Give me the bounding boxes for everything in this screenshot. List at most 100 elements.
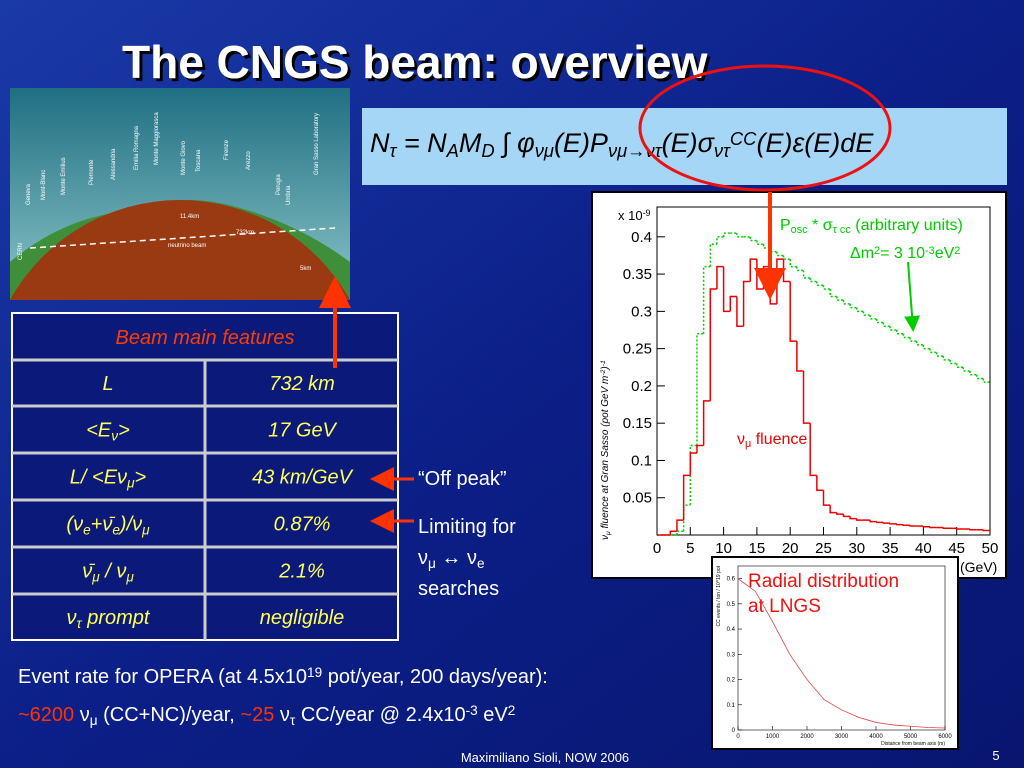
y-tick-label: 0.1: [631, 452, 652, 469]
histogram-bin: [982, 378, 990, 383]
plot-caption: at LNGS: [748, 596, 821, 617]
table-cell: ν̄μ / νμ: [82, 561, 134, 585]
y-tick-label: 0.25: [623, 341, 652, 358]
text-segment: (E)σ: [662, 128, 716, 158]
x-tick-label: 1000: [766, 734, 780, 740]
y-tick-label: 0.2: [727, 678, 736, 684]
histogram-bin: [889, 523, 897, 525]
text-segment: pot/year, 200 days/year):: [322, 666, 548, 688]
x-tick-label: 45: [948, 540, 965, 557]
text-segment: ν: [274, 704, 290, 726]
text-segment: ν: [737, 431, 745, 448]
text-segment: τ: [390, 140, 398, 161]
histogram-bin: [729, 295, 737, 312]
text-segment: ~25: [240, 704, 274, 726]
text-segment: ν: [418, 547, 428, 569]
event-rate: Event rate for OPERA (at 4.5x1019 pot/ye…: [18, 665, 548, 727]
text-segment: -9: [643, 208, 651, 218]
legend-label: Posc * στ cc (arbitrary units): [780, 217, 963, 236]
y-tick-label: 0.2: [631, 378, 652, 395]
histogram-bin: [822, 285, 831, 290]
text-segment: prompt: [82, 607, 151, 629]
map-label: Alessandria: [111, 148, 117, 180]
text-segment: e: [112, 522, 120, 537]
text-segment: CC: [730, 128, 757, 149]
table-cell: negligible: [260, 607, 345, 629]
histogram-bin: [969, 529, 977, 531]
histogram-bin: [889, 326, 897, 331]
histogram-bin: [736, 233, 744, 238]
text-segment: ν: [74, 704, 90, 726]
table-cell: 17 GeV: [268, 420, 337, 442]
histogram-bin: [902, 524, 911, 527]
event-rate-line: Event rate for OPERA (at 4.5x1019 pot/ye…: [18, 665, 548, 688]
x-tick-label: 35: [882, 540, 899, 557]
histogram-bin: [789, 281, 797, 342]
table-cell: L: [102, 373, 113, 395]
histogram-bin: [896, 523, 904, 526]
x-tick-label: 50: [982, 540, 999, 557]
text-segment: 43 km/GeV: [252, 467, 354, 489]
text-segment: * σ: [808, 217, 833, 234]
text-segment: τ: [77, 616, 83, 631]
text-segment: = 3 10: [880, 245, 925, 262]
text-segment: μ: [745, 438, 751, 450]
histogram-bin: [882, 522, 891, 524]
x-tick-label: 20: [782, 540, 799, 557]
text-segment: Δm: [850, 245, 874, 262]
histogram-bin: [776, 251, 784, 257]
text-segment: )/ν: [118, 514, 142, 536]
map-label: Firenze: [224, 139, 230, 160]
text-segment: (CC+NC)/year,: [98, 704, 241, 726]
text-segment: >: [135, 467, 147, 489]
histogram-bin: [975, 374, 984, 380]
text-segment: eV: [478, 704, 509, 726]
histogram-bin: [836, 512, 844, 515]
histogram-bin: [682, 474, 691, 521]
histogram-bin: [909, 337, 917, 342]
text-segment: = N: [396, 128, 447, 158]
histogram-bin: [922, 526, 931, 528]
map-label: Piemonte: [89, 159, 95, 185]
histogram-bin: [842, 514, 851, 518]
annotation: Limiting for: [418, 516, 516, 538]
text-segment: μ: [90, 713, 98, 728]
annotations: Limiting for νμ ↔ νe searches: [418, 516, 516, 600]
x-tick-label: 0: [736, 734, 740, 740]
histogram-bin: [849, 516, 857, 520]
table-cell: 2.1%: [278, 561, 325, 583]
histogram-bin: [962, 367, 971, 372]
histogram-bin: [702, 400, 711, 446]
histogram-bin: [902, 333, 911, 339]
x-tick-label: 30: [848, 540, 865, 557]
text-segment: >: [118, 420, 130, 442]
text-segment: e: [83, 522, 91, 537]
histogram-bin: [829, 505, 837, 514]
text-segment: (arbitrary units): [851, 217, 963, 234]
x-tick-label: 0: [653, 540, 661, 557]
histogram-bin: [756, 240, 764, 246]
text-segment: ): [600, 366, 611, 370]
map-label: 11.4km: [180, 214, 199, 220]
map-label: Monte Maggiorasca: [154, 112, 160, 165]
text-segment: Event rate for OPERA (at 4.5x10: [18, 666, 307, 688]
text-segment: μ: [141, 522, 150, 537]
y-tick-label: 0.15: [623, 415, 652, 432]
x-tick-label: 5000: [904, 734, 918, 740]
y-tick-label: 0.5: [727, 602, 736, 608]
histogram-bin: [869, 315, 877, 320]
text-segment: μ: [428, 556, 436, 571]
text-segment: ντ: [714, 140, 731, 161]
annotation: “Off peak”: [418, 468, 507, 490]
text-segment: / ν: [100, 561, 127, 583]
histogram-bin: [736, 296, 744, 328]
text-segment: 732 km: [269, 373, 335, 395]
map-beam: [29, 227, 336, 249]
text-segment: x 10: [618, 208, 643, 223]
text-segment: νμ→ντ: [608, 140, 663, 161]
text-segment: 2: [508, 703, 516, 718]
histogram-bin: [935, 352, 944, 357]
text-segment: μ: [125, 569, 134, 584]
x-tick-label: 25: [815, 540, 832, 557]
